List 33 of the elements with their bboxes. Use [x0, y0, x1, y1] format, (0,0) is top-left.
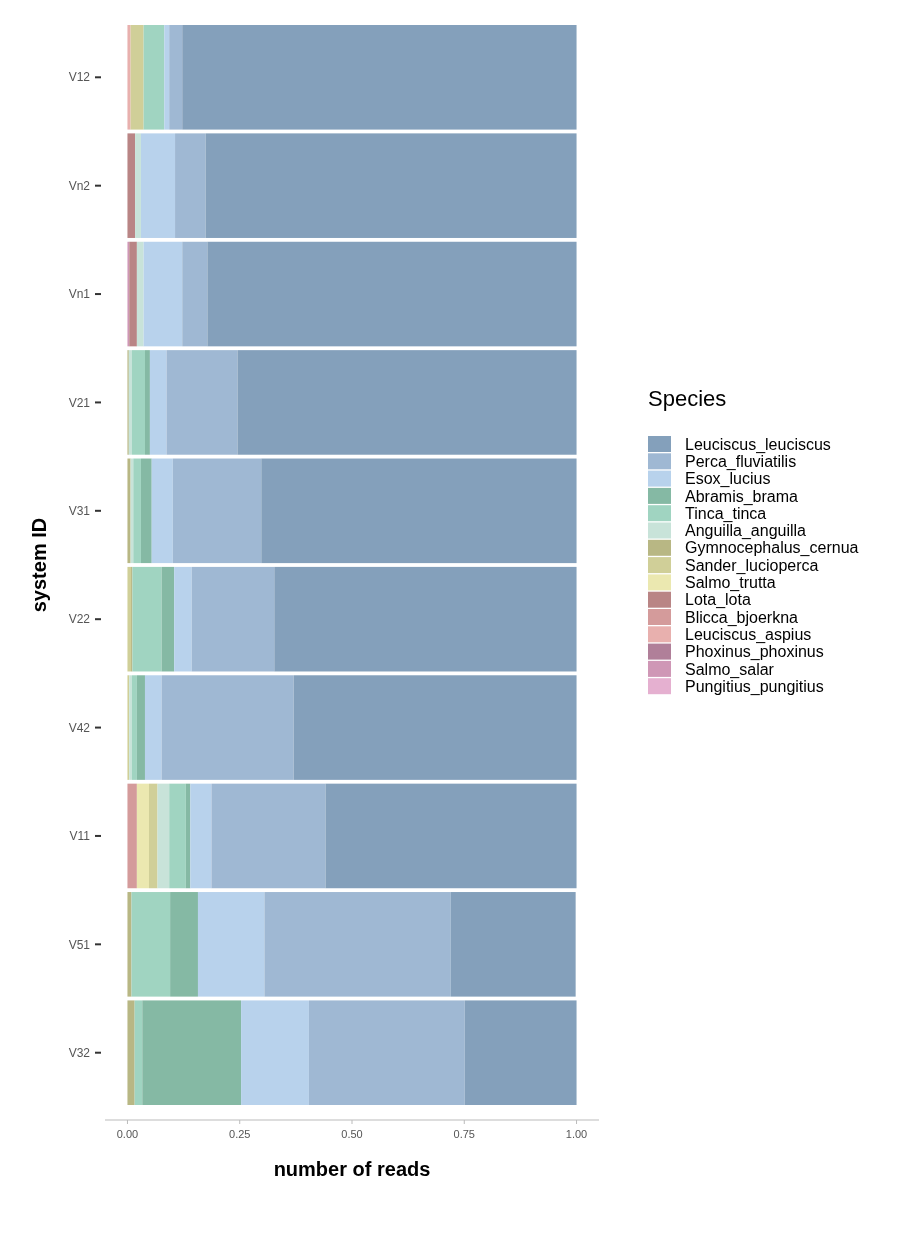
legend-label: Esox_lucius	[685, 470, 771, 489]
y-tick-label: V21	[68, 395, 91, 410]
legend-label: Lota_lota	[685, 591, 751, 610]
legend-label: Salmo_salar	[685, 660, 775, 679]
legend-label: Tinca_tinca	[685, 504, 767, 523]
x-tick-label: 1.00	[565, 1128, 588, 1140]
legend-label: Blicca_bjoerkna	[685, 608, 799, 627]
legend-label: Phoxinus_phoxinus	[685, 643, 824, 662]
legend-label: Anguilla_anguilla	[685, 522, 807, 541]
x-tick-label: 0.50	[341, 1128, 363, 1140]
x-axis-title: number of reads	[273, 1158, 431, 1180]
y-tick-label: V11	[69, 829, 91, 844]
y-tick-label: V12	[68, 70, 91, 85]
y-tick-label: V31	[68, 504, 91, 519]
legend-label: Pungitius_pungitius	[685, 677, 824, 696]
x-tick-label: 0.25	[229, 1128, 251, 1140]
legend-label: Sander_lucioperca	[685, 556, 819, 575]
y-tick-label: Vn1	[68, 287, 91, 302]
y-tick-label: V32	[68, 1045, 91, 1060]
y-tick-label: V22	[68, 612, 91, 627]
legend-label: Gymnocephalus_cernua	[685, 539, 859, 558]
x-tick-label: 0.00	[116, 1128, 139, 1140]
legend-label: Perca_fluviatilis	[685, 452, 797, 471]
legend-title: Species	[648, 386, 727, 411]
legend-label: Leuciscus_leuciscus	[685, 435, 831, 454]
y-tick-label: Vn2	[68, 178, 91, 193]
legend-label: Abramis_brama	[685, 487, 799, 506]
y-tick-label: V42	[68, 720, 91, 735]
legend-label: Salmo_trutta	[685, 574, 776, 592]
x-tick-label: 0.75	[453, 1128, 475, 1140]
y-tick-label: V51	[68, 937, 91, 952]
y-axis-title: system ID	[28, 517, 50, 613]
legend-label: Leuciscus_aspius	[685, 625, 812, 644]
